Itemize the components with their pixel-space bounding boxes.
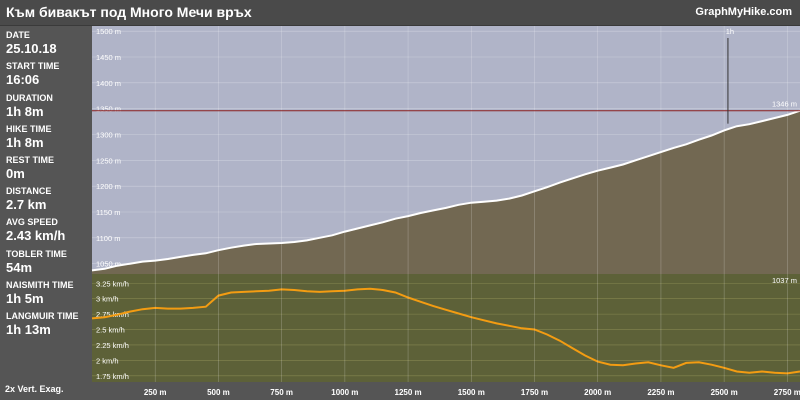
elevation-tick-label: 1300 m (96, 131, 121, 140)
stat-label: DURATION (6, 93, 53, 103)
stat-value: 1h 13m (6, 322, 51, 337)
stat-tobler-time: TOBLER TIME 54m (6, 249, 67, 275)
stat-naismith-time: NAISMITH TIME 1h 5m (6, 280, 74, 306)
stat-label: DATE (6, 30, 30, 40)
stat-avg-speed: AVG SPEED 2.43 km/h (6, 217, 65, 243)
elevation-line (91, 109, 800, 272)
axis-strip (92, 382, 800, 400)
stats-sidebar: DATE 25.10.18 START TIME 16:06 DURATION … (0, 26, 92, 400)
distance-tick-label: 2500 m (711, 388, 738, 397)
stat-label: HIKE TIME (6, 124, 52, 134)
distance-tick-label: 500 m (207, 388, 230, 397)
elevation-tick-label: 1100 m (96, 234, 120, 243)
brand-link[interactable]: GraphMyHike.com (695, 6, 792, 18)
title-bar: Към бивакът под Много Мечи връх GraphMyH… (0, 0, 800, 26)
speed-grid: 1.75 km/h 2 km/h 2.25 km/h 2.5 km/h 2.75 km/… (92, 279, 800, 381)
elevation-tick-label: 1350 m (96, 105, 121, 114)
stat-value: 54m (6, 260, 33, 275)
distance-tick-label: 2250 m (647, 388, 674, 397)
distance-tick-label: 750 m (270, 388, 293, 397)
speed-tick-label: 3.25 km/h (96, 279, 129, 288)
stat-label: TOBLER TIME (6, 249, 67, 259)
stat-rest-time: REST TIME 0m (6, 155, 54, 181)
distance-tick-label: 2750 m (774, 388, 800, 397)
page-title: Към бивакът под Много Мечи връх (6, 4, 252, 20)
stat-value: 2.43 km/h (6, 228, 66, 243)
stat-label: LANGMUIR TIME (6, 311, 79, 321)
distance-tick-label: 250 m (144, 388, 167, 397)
distance-tick-label: 1750 m (521, 388, 548, 397)
hour-marker-label: 1h (726, 27, 734, 36)
speed-tick-label: 2.75 km/h (96, 310, 129, 319)
distance-tick-label: 1000 m (331, 388, 358, 397)
distance-tick-label: 2000 m (584, 388, 611, 397)
stat-value: 16:06 (6, 72, 40, 87)
distance-tick-label: 1500 m (458, 388, 485, 397)
stat-label: DISTANCE (6, 186, 52, 196)
stat-value: 0m (6, 166, 25, 181)
stat-label: START TIME (6, 61, 60, 71)
stat-distance: DISTANCE 2.7 km (6, 186, 51, 212)
stat-label: AVG SPEED (6, 217, 58, 227)
speed-panel (92, 274, 800, 382)
stat-value: 1h 5m (6, 291, 44, 306)
elevation-tick-label: 1050 m (96, 260, 121, 269)
stat-start-time: START TIME 16:06 (6, 61, 59, 87)
elevation-tick-label: 1200 m (96, 182, 121, 191)
stat-value: 25.10.18 (6, 41, 57, 56)
speed-line (91, 287, 800, 375)
elevation-tick-label: 1450 m (96, 53, 121, 62)
max-elevation-label: 1346 m (772, 100, 797, 109)
elevation-area (92, 110, 800, 274)
stat-hike-time: HIKE TIME 1h 8m (6, 124, 52, 150)
distance-grid (154, 26, 788, 382)
stat-value: 1h 8m (6, 135, 44, 150)
stat-value: 2.7 km (6, 197, 47, 212)
speed-tick-label: 2.25 km/h (96, 341, 129, 350)
min-elevation-label: 1037 m (772, 276, 797, 285)
stat-duration: DURATION 1h 8m (6, 93, 53, 119)
vertical-exaggeration-note: 2x Vert. Exag. (5, 384, 64, 394)
stat-value: 1h 8m (6, 104, 44, 119)
elevation-tick-label: 1250 m (96, 156, 121, 165)
stat-label: NAISMITH TIME (6, 280, 74, 290)
speed-tick-label: 2.5 km/h (96, 326, 125, 335)
distance-tick-label: 1250 m (395, 388, 422, 397)
stat-langmuir-time: LANGMUIR TIME 1h 13m (6, 311, 79, 337)
stat-date: DATE 25.10.18 (6, 30, 57, 56)
elevation-tick-label: 1500 m (96, 27, 121, 36)
elevation-tick-label: 1400 m (96, 79, 121, 88)
speed-tick-label: 2 km/h (96, 356, 119, 365)
speed-tick-label: 3 km/h (96, 295, 119, 304)
distance-axis: 250 m 500 m 750 m 1000 m 1250 m 1500 m 1750 m 2… (144, 388, 800, 397)
elevation-tick-label: 1150 m (96, 208, 120, 217)
stat-label: REST TIME (6, 155, 55, 165)
speed-tick-label: 1.75 km/h (96, 372, 129, 381)
